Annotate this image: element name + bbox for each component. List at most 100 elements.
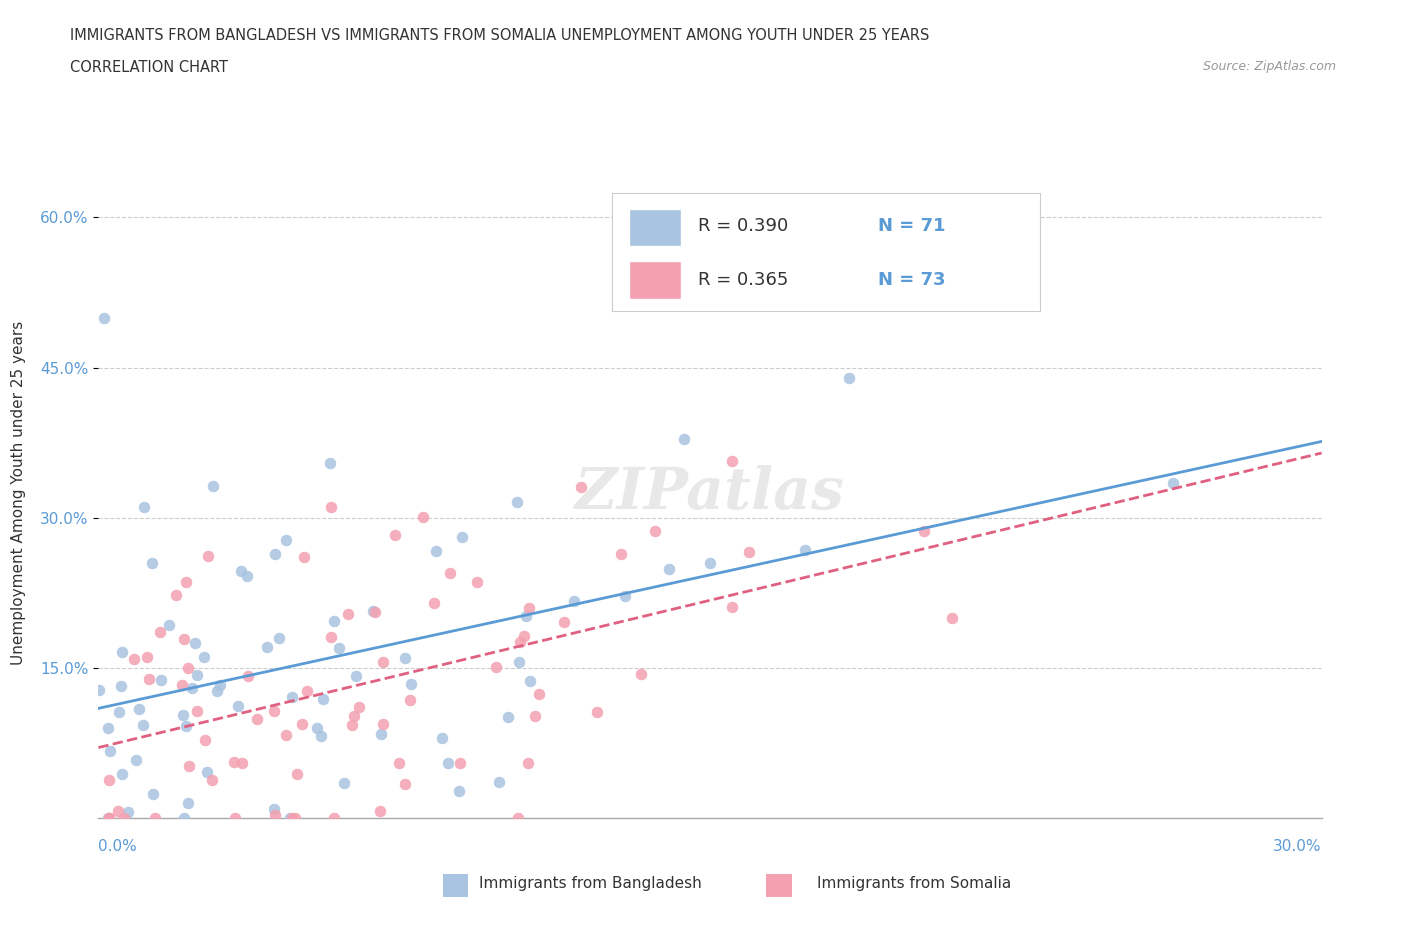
Point (172, 678, 194, 693)
Point (523, 709, 546, 724)
Point (132, 499, 155, 514)
Text: IMMIGRANTS FROM BANGLADESH VS IMMIGRANTS FROM SOMALIA UNEMPLOYMENT AMONG YOUTH U: IMMIGRANTS FROM BANGLADESH VS IMMIGRANTS… (70, 28, 929, 43)
Point (136, 650, 159, 665)
Point (177, 661, 200, 676)
Point (319, 500, 342, 515)
Point (98, 744, 121, 759)
Point (793, 543, 815, 558)
Point (519, 673, 541, 688)
Text: ZIPatlas: ZIPatlas (575, 465, 845, 521)
Point (131, 718, 153, 733)
Text: CORRELATION CHART: CORRELATION CHART (70, 60, 228, 75)
Point (263, 547, 285, 562)
Point (439, 565, 461, 580)
Point (173, 811, 195, 826)
Point (236, 569, 259, 584)
Point (912, 524, 935, 538)
Point (465, 575, 488, 590)
Point (340, 718, 363, 733)
Point (97, 811, 120, 826)
Point (281, 811, 304, 826)
Point (149, 625, 172, 640)
Point (142, 787, 165, 802)
Point (343, 709, 366, 724)
Point (117, 804, 139, 819)
Point (122, 652, 145, 667)
Point (193, 650, 215, 665)
Point (93, 311, 115, 325)
Point (274, 727, 297, 742)
Point (267, 631, 290, 645)
Point (644, 524, 666, 538)
Text: 0.0%: 0.0% (98, 839, 138, 854)
Point (430, 731, 453, 746)
Point (274, 533, 297, 548)
Point (184, 636, 207, 651)
Point (506, 495, 529, 510)
Point (672, 432, 695, 446)
Point (305, 720, 328, 735)
Point (285, 766, 308, 781)
Point (97, 811, 120, 826)
Point (278, 811, 301, 826)
Point (186, 668, 208, 683)
Point (193, 733, 215, 748)
Point (312, 692, 335, 707)
Point (658, 562, 681, 577)
Point (720, 454, 742, 469)
Point (394, 777, 416, 791)
Point (451, 530, 474, 545)
Point (373, 716, 395, 731)
Point (205, 683, 228, 698)
Point (484, 660, 506, 675)
Point (98, 811, 121, 826)
Point (263, 703, 285, 718)
Point (721, 599, 744, 614)
Point (384, 528, 406, 543)
Point (401, 677, 423, 692)
Point (229, 564, 252, 578)
Point (1161, 476, 1184, 491)
Point (361, 604, 384, 618)
Point (186, 704, 208, 719)
Point (295, 684, 318, 698)
Point (425, 544, 447, 559)
Point (112, 811, 135, 826)
Point (111, 644, 134, 659)
Point (322, 614, 344, 629)
Point (143, 811, 166, 826)
Point (333, 776, 356, 790)
Point (699, 556, 721, 571)
Point (238, 669, 260, 684)
Point (515, 609, 537, 624)
Point (388, 756, 411, 771)
Point (586, 705, 609, 720)
Point (941, 610, 963, 625)
Point (195, 764, 218, 779)
Point (110, 679, 132, 694)
Point (412, 510, 434, 525)
Point (224, 811, 246, 826)
Point (569, 479, 592, 494)
Point (527, 687, 550, 702)
Point (837, 370, 859, 385)
Point (173, 631, 195, 646)
Text: 30.0%: 30.0% (1274, 839, 1322, 854)
Point (562, 593, 585, 608)
Point (97, 721, 120, 736)
Point (496, 710, 519, 724)
Point (174, 719, 197, 734)
Point (176, 795, 198, 810)
Point (291, 717, 314, 732)
Point (319, 630, 342, 644)
Point (449, 755, 471, 770)
Point (179, 759, 201, 774)
Point (110, 766, 132, 781)
Point (107, 705, 129, 720)
Point (226, 698, 249, 713)
Point (166, 588, 188, 603)
Point (614, 589, 637, 604)
Point (373, 655, 395, 670)
Point (284, 811, 307, 826)
Point (738, 544, 761, 559)
